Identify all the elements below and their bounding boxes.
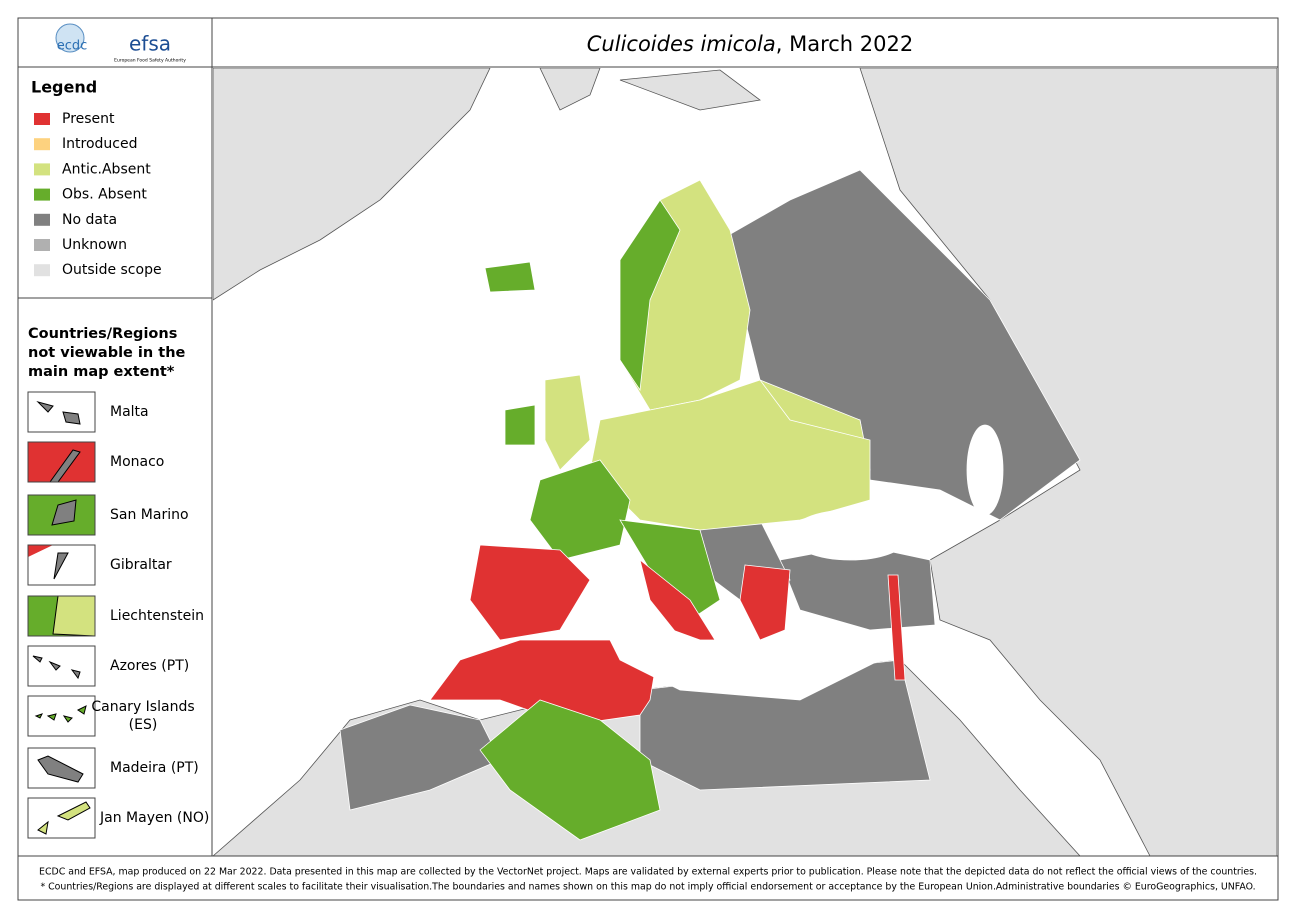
inset-border <box>27 441 96 483</box>
legend-label: Antic.Absent <box>62 161 151 177</box>
inset-border <box>27 797 96 839</box>
legend-swatch <box>34 188 50 201</box>
inset-border <box>27 645 96 687</box>
inset-label: Madeira (PT) <box>110 760 199 776</box>
inset-label: Monaco <box>110 454 164 470</box>
inset-border <box>27 695 96 737</box>
legend-swatch <box>34 264 50 277</box>
insets-heading: Countries/Regions <box>28 326 177 342</box>
inset <box>27 494 96 536</box>
inset-border <box>27 391 96 433</box>
inset-shape <box>52 595 96 637</box>
inset-label: Jan Mayen (NO) <box>99 810 209 826</box>
inset-shape <box>51 499 77 526</box>
title-species: Culicoides imicola <box>587 32 776 56</box>
footer-line: * Countries/Regions are displayed at dif… <box>40 882 1255 893</box>
inset <box>27 695 96 737</box>
legend-label: Introduced <box>62 136 137 152</box>
inset-border <box>27 544 96 586</box>
efsa-logo: efsa <box>129 32 171 56</box>
inset-border <box>27 595 96 637</box>
ecdc-globe <box>55 23 85 53</box>
inset <box>27 595 96 637</box>
legend-swatch <box>34 113 50 125</box>
inset-shape <box>34 705 87 723</box>
inset-label: Canary Islands <box>91 699 194 715</box>
inset <box>27 645 96 687</box>
legend: Present Introduced Antic.Absent Obs. Absent… <box>34 111 162 278</box>
legend-swatch <box>34 239 50 251</box>
inset-border <box>27 494 96 536</box>
inset-shape <box>53 552 69 580</box>
legend-swatch <box>34 138 50 151</box>
legend-swatch <box>34 163 50 176</box>
insets-heading: main map extent* <box>28 364 175 380</box>
inset <box>27 441 96 483</box>
inset-label: Liechtenstein <box>110 608 204 624</box>
inset-shape <box>28 545 53 557</box>
inset-label: Gibraltar <box>110 557 172 573</box>
inset-box <box>27 645 96 687</box>
efsa-subtitle: European Food Safety Authority <box>114 58 186 64</box>
title-date: , March 2022 <box>776 32 913 56</box>
insets-heading: not viewable in the <box>28 345 186 361</box>
inset-shape <box>32 655 81 680</box>
legend-title: Legend <box>31 78 97 97</box>
inset-label: Malta <box>110 404 149 420</box>
legend-swatch <box>34 213 50 226</box>
insets: Countries/Regions not viewable in the main… <box>27 326 209 839</box>
inset <box>27 747 96 789</box>
inset <box>27 544 96 586</box>
inset <box>27 391 96 433</box>
footer-line: ECDC and EFSA, map produced on 22 Mar 20… <box>39 867 1257 878</box>
legend-label: Outside scope <box>62 262 162 278</box>
inset-shape <box>37 801 91 835</box>
inset-shape <box>37 755 84 783</box>
legend-label: Unknown <box>62 237 127 253</box>
inset <box>27 797 96 839</box>
ecdc-logo: ecdc <box>57 39 88 54</box>
inset-label: (ES) <box>129 717 158 733</box>
inset-label: San Marino <box>110 507 189 523</box>
legend-label: Obs. Absent <box>62 187 147 203</box>
map-title: Culicoides imicola, March 2022 <box>587 32 913 56</box>
inset-border <box>27 747 96 789</box>
map <box>213 68 1277 856</box>
inset-label: Azores (PT) <box>110 658 189 674</box>
legend-label: Present <box>62 111 115 127</box>
inset-shape <box>36 401 81 425</box>
inset-box <box>27 391 96 433</box>
legend-label: No data <box>62 212 117 228</box>
